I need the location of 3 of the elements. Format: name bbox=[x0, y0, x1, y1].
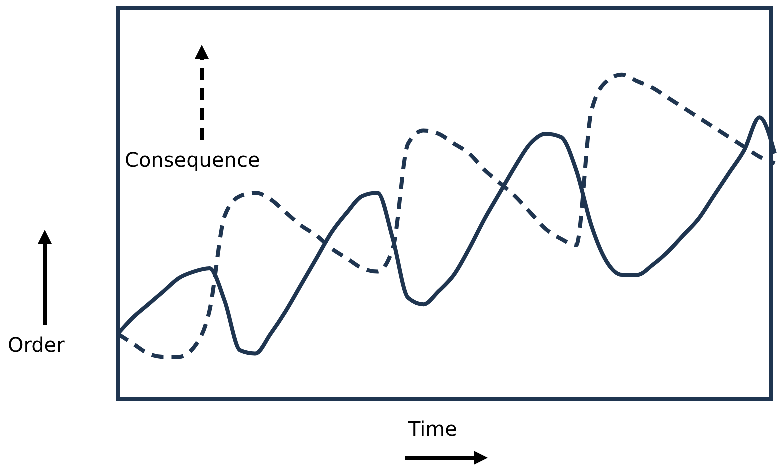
x-axis-title: Time bbox=[408, 417, 458, 441]
series-label: Consequence bbox=[125, 148, 260, 172]
text: Order bbox=[8, 333, 66, 357]
